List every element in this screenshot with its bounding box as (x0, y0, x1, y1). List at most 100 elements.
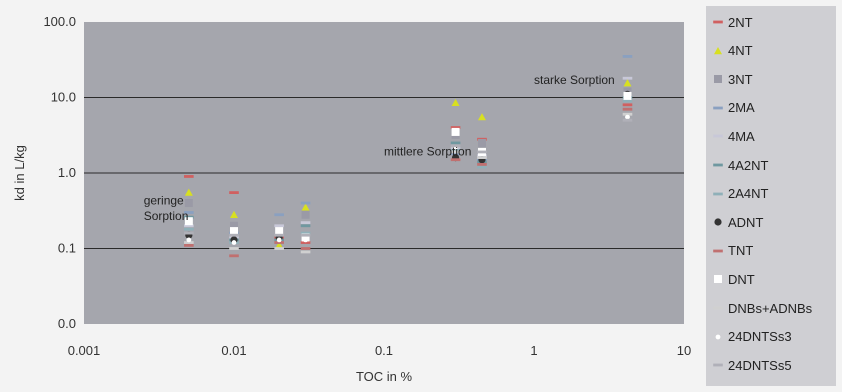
legend-label: 2A4NT (728, 186, 769, 202)
data-point-2nt (450, 126, 461, 129)
data-point-4nt (451, 98, 460, 107)
legend-marker-shape (713, 249, 723, 253)
legend-label: 4MA (728, 128, 755, 144)
legend-label: TNT (728, 243, 754, 259)
data-point-dnbs-adnbs (450, 150, 461, 154)
legend-item: 3NT (712, 69, 753, 89)
data-point-24dntss3 (625, 114, 630, 120)
legend-marker (712, 130, 724, 142)
data-point-24dntss3 (186, 237, 192, 243)
data-point-2nt (229, 191, 239, 195)
data-point-4nt (477, 113, 486, 121)
data-point-2ma (300, 201, 311, 205)
legend-marker-shape (714, 46, 722, 54)
legend-label: DNT (728, 271, 755, 287)
data-point-2a4nt (622, 99, 633, 103)
legend-marker-shape (715, 334, 721, 339)
legend-marker-shape (713, 134, 723, 138)
y-tick-label: 1.0 (58, 165, 76, 180)
data-point-dnt (301, 233, 310, 242)
data-point-tnt (274, 241, 284, 244)
legend-label: 24DNTSs5 (728, 357, 792, 373)
annotation: geringe (144, 194, 184, 208)
data-point-4ma (300, 221, 311, 225)
x-tick-label: 10 (677, 343, 691, 358)
legend-marker (712, 273, 724, 285)
y-axis-title: kd in L/kg (12, 145, 27, 201)
data-point-tnt (184, 243, 194, 247)
y-tick-label: 100.0 (43, 14, 76, 29)
y-tick-label: 0.1 (58, 241, 76, 256)
legend-item: DNBs+ADNBs (712, 298, 812, 318)
data-point-24dntss3 (276, 237, 282, 243)
data-point-24dntss5 (450, 144, 461, 148)
legend-label: DNBs+ADNBs (728, 300, 813, 316)
data-point-3nt (477, 138, 486, 147)
data-point-2ma (184, 211, 194, 214)
y-tick-label: 0.0 (58, 316, 76, 331)
data-points (184, 55, 633, 258)
data-point-3nt (184, 199, 193, 208)
data-point-dnt (451, 127, 460, 136)
legend-label: 4A2NT (728, 157, 769, 173)
legend-item: 4A2NT (712, 155, 768, 175)
data-point-tnt (300, 247, 311, 250)
data-point-4nt (275, 241, 284, 249)
data-point-4nt (184, 188, 193, 196)
legend-label: 3NT (728, 71, 753, 87)
legend-item: ADNT (712, 212, 763, 232)
legend-label: 24DNTSs3 (728, 329, 792, 345)
legend-item: 24DNTSs5 (712, 355, 792, 375)
legend-marker (712, 102, 724, 114)
data-point-2a4nt (184, 227, 194, 231)
legend-marker (712, 159, 724, 171)
data-point-2a4nt (477, 165, 487, 169)
legend-marker-shape (713, 106, 723, 110)
annotation: starke Sorption (534, 73, 615, 87)
data-point-dnbs-adnbs (477, 156, 487, 159)
data-point-2nt (184, 175, 194, 178)
data-point-2nt (300, 241, 311, 244)
legend-label: 4NT (728, 43, 753, 59)
data-point-dnbs-adnbs (300, 250, 311, 254)
grid-lines (84, 97, 684, 249)
legend-marker (712, 331, 724, 343)
legend-marker-shape (713, 192, 723, 195)
x-tick-label: 0.001 (68, 343, 101, 358)
legend-label: 2NT (728, 14, 753, 30)
legend-marker (712, 216, 724, 228)
data-point-3nt (230, 221, 238, 230)
data-point-4a2nt (450, 141, 461, 145)
data-point-tnt (450, 158, 461, 162)
data-point-4nt (230, 210, 238, 218)
legend-label: ADNT (728, 214, 764, 230)
legend-item: 2NT (712, 12, 753, 32)
y-tick-label: 10.0 (51, 90, 76, 105)
data-point-24dntss5 (184, 231, 194, 235)
annotation: mittlere Sorption (384, 145, 471, 159)
legend-marker (712, 302, 724, 314)
legend-marker-shape (713, 163, 723, 167)
legend-item: DNT (712, 269, 755, 289)
data-point-4ma (274, 224, 284, 228)
annotation: Sorption (144, 209, 189, 223)
data-point-24dntss5 (274, 233, 284, 237)
legend-marker-shape (714, 75, 722, 84)
data-point-24dntss3 (303, 237, 308, 243)
legend-item: 4NT (712, 41, 753, 61)
legend: 2NT 4NT 3NT 2MA 4MA 4A2NT 2A4NT ADNT TNT DNT DNBs+… (706, 6, 836, 386)
legend-marker (712, 188, 724, 200)
x-tick-labels: 0.001 0.01 0.1 1 10 (68, 343, 692, 358)
legend-item: 24DNTSs3 (712, 327, 792, 347)
data-point-24dntss5 (229, 233, 239, 237)
legend-item: 2MA (712, 98, 755, 118)
data-point-4a2nt (184, 215, 194, 219)
legend-item: TNT (712, 241, 753, 261)
x-axis-title: TOC in % (356, 369, 413, 384)
data-point-tnt (477, 162, 487, 166)
legend-marker-shape (713, 306, 723, 310)
data-point-24dntss5 (622, 118, 633, 122)
data-point-dnbs-adnbs (622, 112, 633, 116)
legend-marker (712, 73, 724, 85)
